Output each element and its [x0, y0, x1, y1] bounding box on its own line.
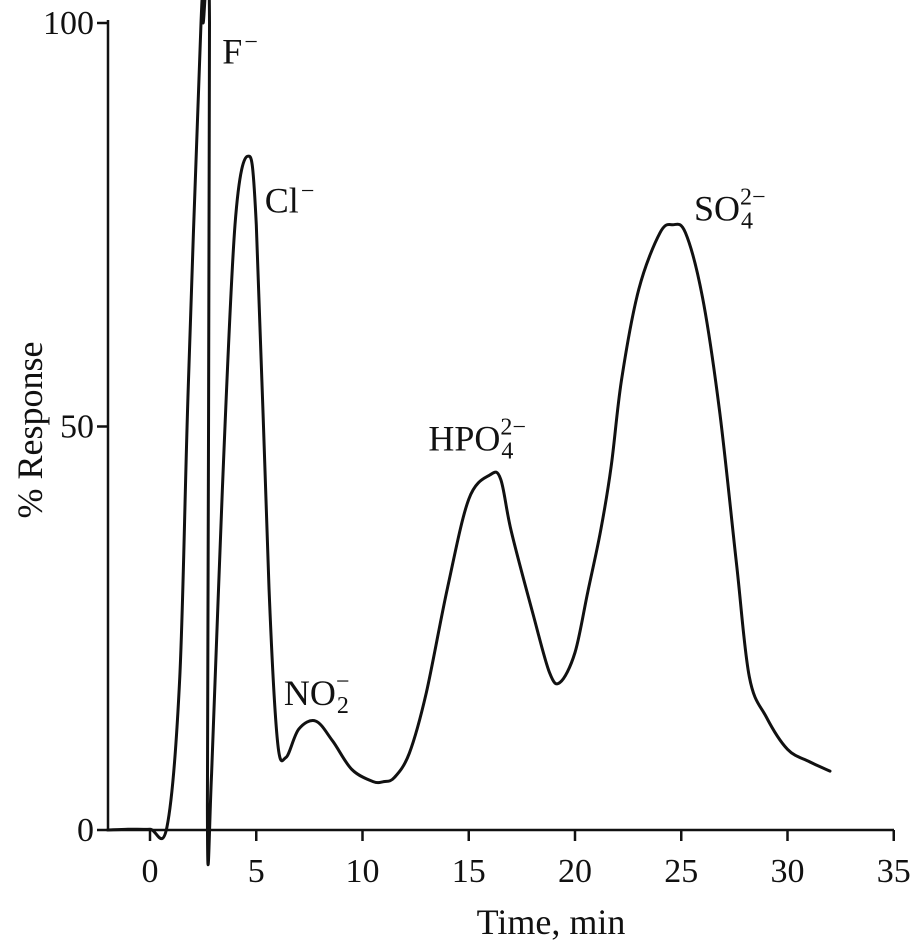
- peak-label: Cl−: [265, 179, 315, 221]
- x-tick-label: 30: [771, 853, 805, 890]
- x-tick-label: 25: [664, 853, 698, 890]
- y-tick-label: 100: [43, 5, 94, 42]
- x-tick-label: 0: [142, 853, 159, 890]
- axes: [106, 20, 894, 832]
- x-tick-label: 15: [452, 853, 486, 890]
- peak-label: NO− 2: [284, 669, 350, 719]
- peak-label: HPO2− 4: [428, 415, 526, 465]
- x-tick-label: 10: [346, 853, 380, 890]
- y-ticks: 0 50 100: [43, 5, 108, 849]
- y-tick-label: 50: [60, 409, 94, 446]
- y-axis-title: % Response: [10, 342, 50, 519]
- x-tick-label: 5: [248, 853, 265, 890]
- x-tick-label: 20: [558, 853, 592, 890]
- x-axis-title: Time, min: [477, 902, 626, 942]
- response-curve: [106, 0, 832, 867]
- peak-label: F−: [222, 29, 258, 71]
- y-tick-label: 0: [77, 812, 94, 849]
- peak-labels: F− Cl− NO− 2 HPO2− 4 SO2− 4: [222, 29, 765, 719]
- x-ticks: 0 5 10 15 20 25 30 35: [142, 830, 911, 890]
- peak-label: SO2− 4: [694, 185, 766, 235]
- x-tick-label: 35: [877, 853, 911, 890]
